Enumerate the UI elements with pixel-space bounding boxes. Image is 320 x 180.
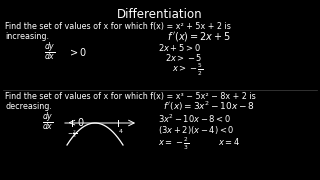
Text: $x = 4$: $x = 4$ [218,136,240,147]
Text: Find the set of values of x for which f(x) = x³ − 5x² − 8x + 2 is: Find the set of values of x for which f(… [5,92,256,101]
Text: $3x^2 - 10x - 8 < 0$: $3x^2 - 10x - 8 < 0$ [158,113,231,125]
Text: decreasing.: decreasing. [5,102,52,111]
Text: $\frac{dy}{dx}$: $\frac{dy}{dx}$ [44,40,56,63]
Text: Find the set of values of x for which f(x) = x² + 5x + 2 is: Find the set of values of x for which f(… [5,22,231,31]
Text: $> 0$: $> 0$ [68,46,87,58]
Text: $4$: $4$ [118,127,124,135]
Text: $x = -\frac{2}{3}$: $x = -\frac{2}{3}$ [158,136,189,152]
Text: $f\,'(x) = 3x^2 - 10x - 8$: $f\,'(x) = 3x^2 - 10x - 8$ [163,100,255,113]
Text: $-\frac{2}{3}$: $-\frac{2}{3}$ [67,128,77,140]
Text: $\frac{dy}{dx}$: $\frac{dy}{dx}$ [42,111,54,133]
Text: increasing.: increasing. [5,32,49,41]
Text: $f\,'(x) = 2x + 5$: $f\,'(x) = 2x + 5$ [167,30,231,43]
Text: $2x + 5 > 0$: $2x + 5 > 0$ [158,42,201,53]
Text: $(3x + 2)(x - 4) < 0$: $(3x + 2)(x - 4) < 0$ [158,124,235,136]
Text: $< 0$: $< 0$ [66,116,85,128]
Text: $2x > -5$: $2x > -5$ [165,52,202,63]
Text: $x > -\frac{5}{2}$: $x > -\frac{5}{2}$ [172,62,204,78]
Text: Differentiation: Differentiation [117,8,203,21]
